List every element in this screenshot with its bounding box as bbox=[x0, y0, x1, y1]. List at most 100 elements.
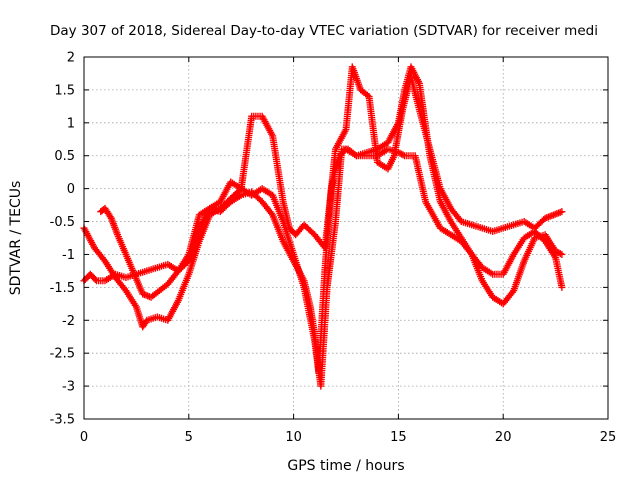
data-point bbox=[520, 257, 528, 265]
data-point bbox=[344, 145, 352, 153]
data-point bbox=[436, 224, 444, 232]
data-point bbox=[153, 313, 161, 321]
data-point bbox=[520, 218, 528, 226]
data-point bbox=[478, 277, 486, 285]
data-point bbox=[101, 257, 109, 265]
data-point bbox=[101, 204, 109, 212]
data-point bbox=[541, 231, 549, 239]
data-point bbox=[415, 106, 423, 114]
data-point bbox=[365, 92, 373, 100]
data-point bbox=[101, 277, 109, 285]
data-point bbox=[90, 244, 98, 252]
series-trace-markers bbox=[81, 145, 565, 388]
data-point bbox=[97, 208, 105, 216]
data-point bbox=[478, 224, 486, 232]
y-tick-label: 1.5 bbox=[54, 83, 75, 98]
data-point bbox=[531, 234, 539, 242]
data-point bbox=[153, 264, 161, 272]
y-tick-label: 0.5 bbox=[54, 149, 75, 164]
data-point bbox=[279, 198, 287, 206]
data-point bbox=[558, 250, 566, 258]
data-point bbox=[122, 273, 130, 281]
data-point bbox=[290, 250, 298, 258]
data-point bbox=[558, 208, 566, 216]
data-point bbox=[143, 316, 151, 324]
x-axis-label: GPS time / hours bbox=[287, 458, 404, 474]
y-tick-label: -3 bbox=[62, 380, 75, 395]
data-point bbox=[363, 152, 371, 160]
series-trace-markers bbox=[81, 65, 564, 375]
data-point bbox=[447, 218, 455, 226]
data-point bbox=[510, 221, 518, 229]
y-axis-label: SDTVAR / TECUs bbox=[8, 181, 24, 296]
data-point bbox=[489, 227, 497, 235]
data-point bbox=[195, 211, 203, 219]
data-point bbox=[447, 231, 455, 239]
data-point bbox=[401, 152, 409, 160]
y-tick-label: -1.5 bbox=[50, 281, 75, 296]
data-point bbox=[384, 139, 392, 147]
data-point bbox=[107, 214, 115, 222]
y-tick-label: -3.5 bbox=[50, 413, 75, 428]
data-point bbox=[468, 221, 476, 229]
data-point bbox=[489, 293, 497, 301]
data-point bbox=[155, 287, 163, 295]
data-point bbox=[174, 297, 182, 305]
data-point bbox=[468, 250, 476, 258]
y-tick-label: 0 bbox=[67, 182, 75, 197]
data-point bbox=[447, 204, 455, 212]
y-tick-label: -2.5 bbox=[50, 347, 75, 362]
data-point bbox=[227, 178, 235, 186]
series-3 bbox=[97, 63, 566, 301]
data-point bbox=[206, 204, 214, 212]
data-point bbox=[457, 218, 465, 226]
data-point bbox=[342, 125, 350, 133]
data-point bbox=[323, 283, 331, 291]
data-point bbox=[407, 63, 415, 71]
data-point bbox=[237, 185, 245, 193]
data-point bbox=[426, 145, 434, 153]
data-point bbox=[384, 165, 392, 173]
data-series bbox=[80, 63, 566, 390]
data-point bbox=[143, 267, 151, 275]
data-point bbox=[269, 191, 277, 199]
data-point bbox=[357, 86, 365, 94]
y-tick-label: -2 bbox=[62, 314, 75, 329]
data-point bbox=[174, 267, 182, 275]
data-point bbox=[552, 254, 560, 262]
data-point bbox=[352, 152, 360, 160]
data-point bbox=[248, 191, 256, 199]
x-tick-label: 25 bbox=[600, 430, 617, 445]
data-point bbox=[185, 250, 193, 258]
data-point bbox=[311, 231, 319, 239]
x-tick-label: 20 bbox=[495, 430, 512, 445]
data-point bbox=[411, 152, 419, 160]
data-point bbox=[130, 270, 138, 278]
data-point bbox=[139, 290, 147, 298]
data-point bbox=[541, 214, 549, 222]
data-point bbox=[457, 237, 465, 245]
data-point bbox=[258, 198, 266, 206]
data-point bbox=[311, 336, 319, 344]
data-point bbox=[338, 145, 346, 153]
data-point bbox=[164, 280, 172, 288]
y-tick-label: -0.5 bbox=[50, 215, 75, 230]
data-point bbox=[122, 250, 130, 258]
data-point bbox=[93, 277, 101, 285]
data-point bbox=[399, 106, 407, 114]
data-point bbox=[164, 316, 172, 324]
data-point bbox=[114, 231, 122, 239]
plot-frame bbox=[83, 56, 609, 420]
data-point bbox=[227, 195, 235, 203]
data-point bbox=[279, 237, 287, 245]
data-point bbox=[531, 224, 539, 232]
data-point bbox=[185, 270, 193, 278]
y-tick-label: -1 bbox=[62, 248, 75, 263]
data-point bbox=[499, 224, 507, 232]
data-point bbox=[332, 145, 340, 153]
data-point bbox=[436, 185, 444, 193]
x-tick-label: 15 bbox=[390, 430, 407, 445]
data-point bbox=[258, 185, 266, 193]
data-point bbox=[164, 260, 172, 268]
